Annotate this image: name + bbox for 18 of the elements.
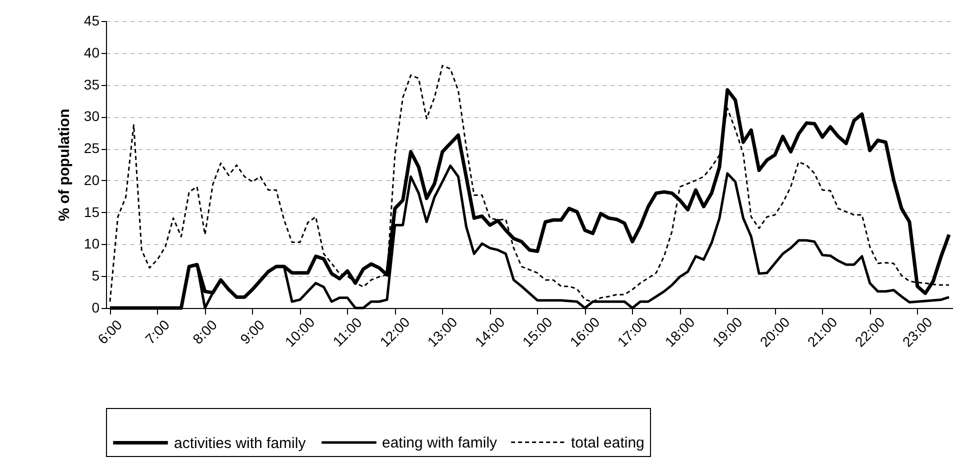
y-tick-label: 0 [92,300,100,316]
x-tick-label: 8:00 [189,316,220,348]
y-tick-label: 5 [92,268,100,284]
legend-label: total eating [571,434,644,452]
legend-label: activities with family [174,434,306,452]
y-tick-label: 45 [84,12,100,28]
y-tick-label: 25 [84,140,100,156]
y-tick-label: 15 [84,204,100,220]
x-tick-label: 7:00 [142,316,173,348]
legend-label: eating with family [382,434,498,452]
y-tick-label: 35 [84,76,100,92]
x-tick-label: 6:00 [94,316,126,348]
y-tick-label: 40 [84,44,100,60]
x-tick-label: 9:00 [236,316,268,348]
y-axis-title: % of population [56,108,73,222]
y-tick-label: 20 [84,172,100,188]
y-tick-label: 30 [84,108,100,124]
y-tick-label: 10 [84,236,100,252]
